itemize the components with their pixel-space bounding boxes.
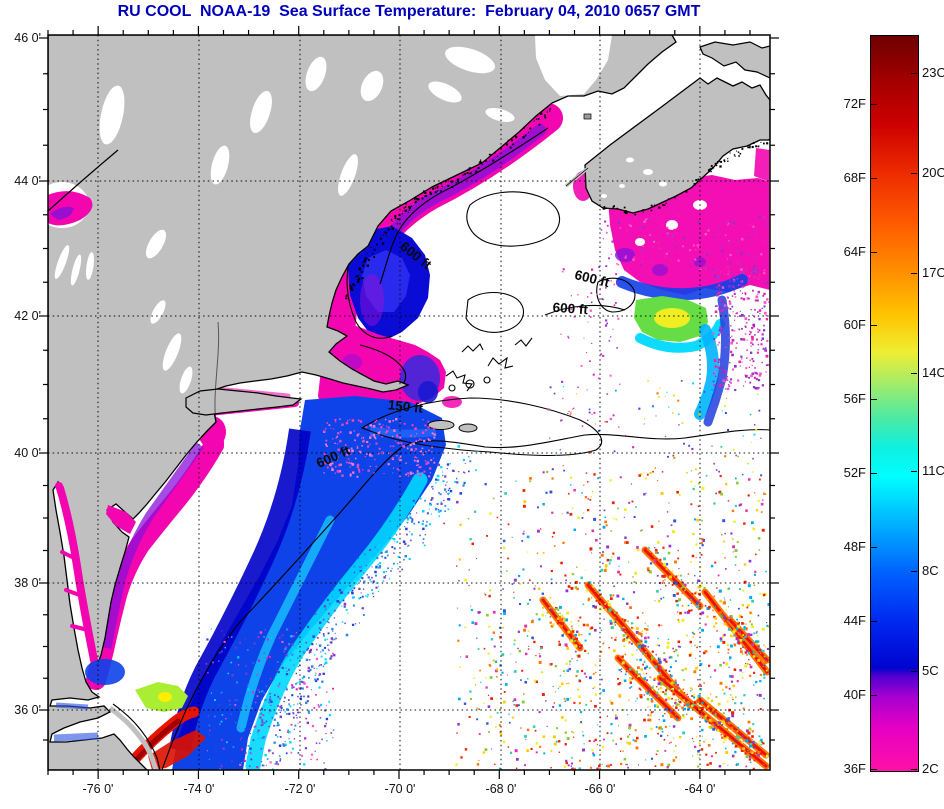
grand-manan-island — [583, 113, 592, 120]
axis-ticks — [39, 26, 779, 779]
lon-tick-label: -74 0' — [184, 782, 215, 796]
nantucket — [458, 423, 478, 433]
colorbar-f-label: 56F — [843, 391, 866, 406]
colorbar-gradient — [870, 35, 919, 772]
marthas-vineyard — [427, 420, 455, 430]
delaware-bay — [106, 505, 136, 534]
colorbar-c-label: 5C — [922, 663, 939, 678]
colorbar-f-label: 44F — [843, 613, 866, 628]
lon-tick-label: -72 0' — [285, 782, 316, 796]
lat-tick-label: 38 0' — [14, 576, 41, 590]
lon-tick-label: -66 0' — [585, 782, 616, 796]
mainland — [48, 35, 677, 770]
cape-breton — [699, 41, 770, 79]
colorbar-c-label: 2C — [922, 761, 939, 776]
graticule — [48, 35, 770, 770]
lon-axis: -76 0' -74 0' -72 0' -70 0' -68 0' -66 0… — [83, 782, 716, 796]
chesapeake-bay — [56, 484, 98, 664]
lat-tick-label: 42 0' — [14, 309, 41, 323]
contour-label: 600 ft — [552, 300, 589, 317]
lat-axis: 46 0' 44 0' 42 0' 40 0' 38 0' 36 0' — [14, 31, 41, 717]
outer-banks — [108, 705, 159, 770]
bay-overlays — [48, 149, 220, 742]
lon-tick-label: -68 0' — [486, 782, 517, 796]
hudson-river — [214, 321, 220, 423]
colorbar-c-label: 20C — [922, 165, 944, 180]
plot-frame — [47, 34, 771, 771]
colorbar-f-label: 36F — [843, 761, 866, 776]
colorbar-f-label: 68F — [843, 170, 866, 185]
colorbar-f-label: 48F — [843, 539, 866, 554]
lon-tick-label: -64 0' — [685, 782, 716, 796]
colorbar-f-label: 72F — [843, 96, 866, 111]
colorbar: 72F 68F 64F 60F 56F 52F 48F 44F 40F 36F … — [820, 30, 944, 794]
contour-label: 150 ft — [387, 397, 424, 416]
colorbar-f-label: 60F — [843, 317, 866, 332]
colorbar-f-label: 40F — [843, 687, 866, 702]
colorbar-c-label: 23C — [922, 65, 944, 80]
lon-tick-label: -70 0' — [385, 782, 416, 796]
lat-tick-label: 46 0' — [14, 31, 41, 45]
chesapeake-mouth — [85, 659, 125, 685]
colorbar-f-label: 52F — [843, 465, 866, 480]
lat-tick-label: 36 0' — [14, 703, 41, 717]
page-title: RU COOL NOAA-19 Sea Surface Temperature:… — [117, 3, 701, 20]
lat-tick-label: 44 0' — [14, 174, 41, 188]
speckle-layer — [205, 108, 770, 770]
cloud-layer — [54, 35, 667, 394]
lon-tick-label: -76 0' — [83, 782, 114, 796]
colorbar-c-label: 8C — [922, 563, 939, 578]
lat-tick-label: 40 0' — [14, 446, 41, 460]
colorbar-c-label: 11C — [922, 463, 944, 478]
colorbar-c-label: 17C — [922, 265, 944, 280]
colorbar-c-label: 14C — [922, 365, 944, 380]
colorbar-f-label: 64F — [843, 244, 866, 259]
